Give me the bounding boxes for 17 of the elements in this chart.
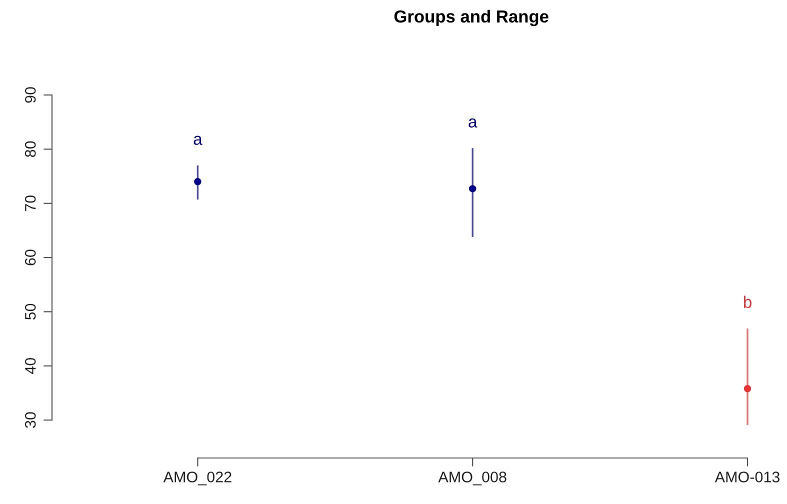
y-tick-label: 50 [24,304,36,320]
y-tick-label: 40 [24,358,36,374]
y-tick-label: 70 [24,195,36,212]
x-tick-label: AMO_008 [438,472,506,486]
y-tick-label: 30 [24,412,36,428]
x-tick-label: AMO-013 [714,472,780,482]
point [194,178,202,186]
annotation: a [194,136,202,145]
y-tick-label: 80 [24,141,36,158]
annotation: b [744,296,752,308]
x-tick-label: AMO_022 [163,472,232,486]
point [468,185,476,192]
y-tick-label: 60 [24,250,36,266]
chart-title: Groups and Range [394,10,548,26]
annotation: a [468,118,478,128]
y-tick-label: 90 [24,87,36,103]
point [744,385,752,392]
